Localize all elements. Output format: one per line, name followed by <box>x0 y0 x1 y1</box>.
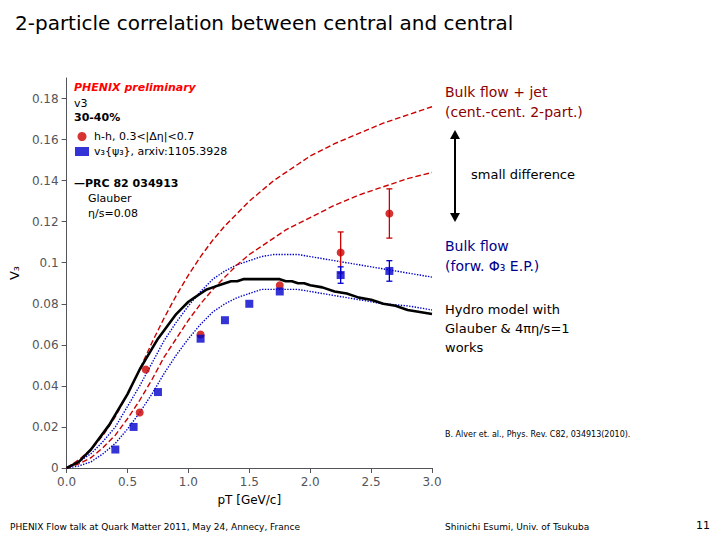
svg-text:(cent.-cent. 2-part.): (cent.-cent. 2-part.) <box>445 104 583 120</box>
svg-text:PHENIX preliminary: PHENIX preliminary <box>74 81 197 94</box>
svg-text:Bulk flow: Bulk flow <box>445 238 509 254</box>
svg-text:0.18: 0.18 <box>32 92 59 106</box>
svg-text:30-40%: 30-40% <box>74 111 120 124</box>
svg-text:works: works <box>445 340 483 355</box>
svg-text:0.16: 0.16 <box>32 133 59 147</box>
svg-text:0.0: 0.0 <box>57 475 76 489</box>
svg-text:0.06: 0.06 <box>32 338 59 352</box>
svg-text:Hydro model with: Hydro model with <box>445 302 560 317</box>
svg-text:PHENIX Flow talk at Quark Matt: PHENIX Flow talk at Quark Matter 2011, M… <box>10 522 300 532</box>
svg-text:B. Alver et. al., Phys. Rev. C: B. Alver et. al., Phys. Rev. C82, 034913… <box>445 430 630 439</box>
svg-text:1.0: 1.0 <box>179 475 198 489</box>
svg-text:Glauber & 4πη/s=1: Glauber & 4πη/s=1 <box>445 321 570 336</box>
svg-text:(forw. Φ₃ E.P.): (forw. Φ₃ E.P.) <box>445 258 539 274</box>
svg-text:v₃{ψ₃}, arxiv:1105.3928: v₃{ψ₃}, arxiv:1105.3928 <box>94 145 227 158</box>
svg-text:2.5: 2.5 <box>362 475 381 489</box>
svg-text:—PRC 82 034913: —PRC 82 034913 <box>74 177 179 190</box>
svg-text:0.12: 0.12 <box>32 215 59 229</box>
svg-text:0.08: 0.08 <box>32 297 59 311</box>
svg-text:Bulk flow + jet: Bulk flow + jet <box>445 84 548 100</box>
svg-text:0.5: 0.5 <box>118 475 137 489</box>
svg-text:0.14: 0.14 <box>32 174 59 188</box>
svg-text:11: 11 <box>696 519 710 532</box>
svg-text:Glauber: Glauber <box>88 192 132 205</box>
svg-text:2-particle correlation between: 2-particle correlation between central a… <box>15 11 513 35</box>
svg-text:0.1: 0.1 <box>40 256 59 270</box>
svg-text:h-h, 0.3<|Δη|<0.7: h-h, 0.3<|Δη|<0.7 <box>94 130 194 143</box>
svg-text:pT [GeV/c]: pT [GeV/c] <box>217 493 281 507</box>
svg-text:η/s=0.08: η/s=0.08 <box>88 207 138 220</box>
svg-text:v3: v3 <box>74 97 88 110</box>
svg-text:0: 0 <box>51 461 59 475</box>
svg-text:Shinichi Esumi, Univ. of Tsuku: Shinichi Esumi, Univ. of Tsukuba <box>445 522 589 532</box>
svg-text:3.0: 3.0 <box>422 475 441 489</box>
svg-text:small difference: small difference <box>471 167 575 182</box>
svg-text:0.02: 0.02 <box>32 420 59 434</box>
svg-text:2.0: 2.0 <box>301 475 320 489</box>
svg-text:V₃: V₃ <box>7 266 22 280</box>
svg-text:0.04: 0.04 <box>32 379 59 393</box>
svg-text:1.5: 1.5 <box>240 475 259 489</box>
